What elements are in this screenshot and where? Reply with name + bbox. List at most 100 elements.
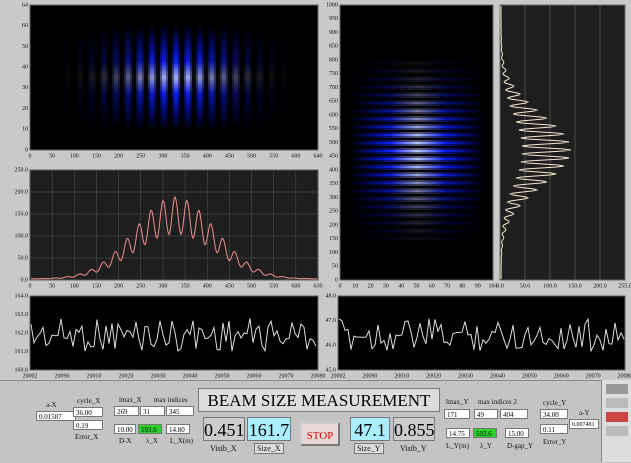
- x-tick-label: 450: [225, 153, 234, 159]
- x-tick-label: 600: [291, 283, 300, 289]
- fringe: [60, 25, 62, 130]
- y-tick-label: 900: [329, 30, 338, 36]
- x-tick-label: 20040: [490, 373, 505, 379]
- x-tick-label: 500: [247, 153, 256, 159]
- indicator: 47.1: [350, 417, 390, 441]
- fringe: [270, 25, 272, 130]
- fringe: [350, 216, 485, 218]
- fringe: [174, 25, 176, 130]
- fringe: [350, 232, 485, 234]
- fringe: [70, 25, 72, 130]
- control[interactable]: 593.6: [473, 428, 497, 438]
- x-tick-label: 20090: [362, 373, 377, 379]
- y-tick-label: 0.0: [21, 277, 29, 283]
- x-tick-label: 20060: [247, 373, 262, 379]
- y-tick-label: 550: [329, 126, 338, 132]
- y-tick-label: 450: [329, 154, 338, 160]
- indicator: 0.19: [73, 420, 103, 430]
- fringe: [350, 84, 485, 86]
- control[interactable]: 14.80: [166, 424, 190, 434]
- fringe: [350, 152, 485, 154]
- control[interactable]: 15.00: [505, 428, 529, 438]
- fringe: [350, 76, 485, 78]
- fringe: [350, 118, 485, 120]
- x-tick-label: 30: [383, 283, 389, 289]
- fringe: [236, 25, 238, 130]
- x-tick-label: 100: [70, 283, 79, 289]
- y-tick-label: 100: [329, 250, 338, 256]
- fringe: [82, 25, 84, 130]
- fringe: [102, 25, 104, 130]
- fringe: [350, 70, 485, 72]
- fringe: [138, 25, 140, 130]
- fringe: [350, 158, 485, 160]
- x-tick-label: 0: [339, 283, 342, 289]
- fringe: [350, 172, 485, 174]
- fringe: [350, 72, 485, 74]
- fringe: [350, 214, 485, 216]
- fringe: [118, 25, 120, 130]
- stop-button[interactable]: STOP: [300, 422, 340, 446]
- x-tick-label: 20060: [554, 373, 569, 379]
- fringe: [350, 62, 485, 64]
- control[interactable]: 171: [444, 409, 470, 419]
- y-tick-label: 20: [22, 106, 28, 112]
- control[interactable]: 269: [114, 406, 139, 416]
- tools-palette[interactable]: [601, 380, 631, 462]
- y-tick-label: 800: [329, 57, 338, 63]
- fringe: [350, 110, 485, 112]
- x-tick-label: 500: [247, 283, 256, 289]
- x-tick-label: 20: [368, 283, 374, 289]
- fringe: [74, 25, 76, 130]
- front-panel: 0102030405060640501001502002503003504004…: [0, 0, 631, 462]
- fringe: [350, 78, 485, 80]
- control[interactable]: 10.00: [114, 424, 136, 434]
- fringe: [278, 25, 280, 130]
- fringe: [196, 25, 198, 130]
- control[interactable]: 593.6: [138, 424, 162, 434]
- fringe: [142, 25, 144, 130]
- fringe: [350, 112, 485, 114]
- fringe: [264, 25, 266, 130]
- y-tick-label: 100.0: [15, 233, 29, 239]
- y-tick-label: 10: [22, 127, 28, 133]
- fringe: [260, 25, 262, 130]
- fringe: [350, 132, 485, 134]
- fringe: [254, 25, 256, 130]
- fringe: [350, 108, 485, 110]
- x-tick-label: 0: [29, 153, 32, 159]
- fringe: [166, 25, 168, 130]
- fringe: [350, 182, 485, 184]
- fringe: [182, 25, 184, 130]
- x-tick-label: 100: [70, 153, 79, 159]
- fringe: [84, 25, 86, 130]
- fringe: [238, 25, 240, 130]
- indicator: 34.00: [540, 409, 568, 419]
- fringe: [234, 25, 236, 130]
- fringe: [248, 25, 250, 130]
- y-tick-label: 750: [329, 71, 338, 77]
- y-tick-label: 950: [329, 16, 338, 22]
- fringe: [214, 25, 216, 130]
- label: lmax_X: [119, 396, 142, 404]
- x-tick-label: 250: [136, 153, 145, 159]
- control[interactable]: 14.75: [446, 428, 470, 438]
- fringe: [350, 184, 485, 186]
- x-tick-label: 0: [29, 283, 32, 289]
- y-tick-label: 40: [22, 65, 28, 71]
- y-tick-label: 46.0: [326, 343, 337, 349]
- fringe: [350, 116, 485, 118]
- x-tick-label: 640: [314, 153, 323, 159]
- fringe: [350, 102, 485, 104]
- label: D-gap_Y: [507, 442, 533, 450]
- fringe: [230, 25, 232, 130]
- fringe: [222, 25, 224, 130]
- indicator: 0.11: [540, 424, 568, 434]
- fringe: [276, 25, 278, 130]
- fringe: [172, 25, 174, 130]
- fringe: [286, 25, 288, 130]
- y-tick-label: 500: [329, 140, 338, 146]
- x-tick-label: 20080: [311, 373, 326, 379]
- fringe: [350, 200, 485, 202]
- fringe: [350, 224, 485, 226]
